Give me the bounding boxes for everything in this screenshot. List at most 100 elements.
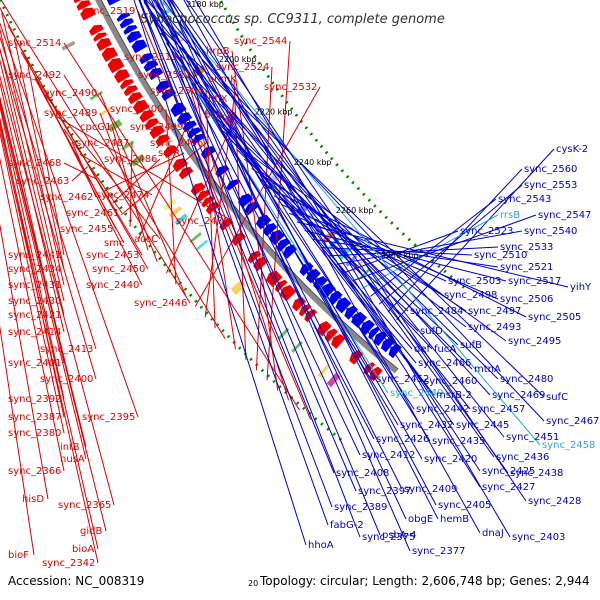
leader-line-left bbox=[56, 116, 233, 222]
leader-line-right bbox=[144, 0, 375, 440]
gene-arrow bbox=[119, 18, 134, 29]
scale-label: 2180 kbp bbox=[186, 0, 224, 9]
leader-line-left bbox=[27, 65, 65, 256]
leader-line-left bbox=[0, 104, 65, 400]
gene-label-left: sync_2462 bbox=[40, 192, 93, 203]
gene-label-left: hisD bbox=[22, 494, 44, 505]
leader-line-left bbox=[137, 10, 312, 420]
gene-arrow bbox=[116, 12, 131, 22]
gene-arrow bbox=[73, 0, 82, 4]
feature-block bbox=[359, 267, 371, 280]
feature-block bbox=[277, 327, 290, 340]
gene-arrow bbox=[373, 331, 388, 346]
leader-line-right bbox=[145, 0, 545, 422]
clipped-scale-label: 20 bbox=[248, 579, 258, 588]
leader-line-left bbox=[0, 47, 65, 316]
gene-label-left: infB bbox=[60, 442, 80, 453]
leader-line-left bbox=[63, 74, 226, 340]
leader-line-right bbox=[143, 2, 471, 410]
gene-label-right: cysK-2 bbox=[556, 144, 588, 155]
gene-arrow bbox=[170, 102, 187, 118]
gene-label-left: sync_2446 bbox=[134, 298, 187, 309]
gene-label-right: fabG-2 bbox=[330, 520, 364, 531]
feature-block bbox=[61, 40, 76, 51]
leader-line-left bbox=[79, 153, 153, 196]
leader-line-left bbox=[103, 152, 185, 192]
leader-line-right bbox=[171, 52, 389, 394]
gene-label-right: sync_2436 bbox=[496, 452, 549, 463]
gene-label-right: sync_2505 bbox=[528, 312, 581, 323]
gene-label-right: sync_2412 bbox=[362, 450, 415, 461]
gene-label-left: sync_2486 bbox=[104, 154, 157, 165]
leader-line-left bbox=[266, 40, 291, 381]
genome-rings bbox=[0, 0, 466, 442]
gene-label-right: sync_2460 bbox=[424, 376, 477, 387]
feature-block bbox=[162, 198, 177, 211]
feature-block bbox=[317, 364, 330, 378]
leader-line-left bbox=[0, 74, 115, 506]
gene-label-left: sync_2499 bbox=[130, 122, 183, 133]
genome-backbone-edge bbox=[100, 0, 399, 370]
feature-block bbox=[205, 86, 219, 97]
gene-label-left: sync_2532 bbox=[264, 82, 317, 93]
map-title: Synechococcus sp. CC9311, complete genom… bbox=[140, 12, 445, 27]
genome-backbone bbox=[95, 0, 398, 374]
leader-line-right bbox=[148, 12, 415, 410]
gene-label-right: dnaJ bbox=[482, 528, 504, 539]
gene-arrow bbox=[123, 85, 138, 97]
gene-label-left: sync_2440 bbox=[86, 280, 139, 291]
gene-label-left: sync_2514 bbox=[8, 38, 61, 49]
scale-label: 2200 kbp bbox=[219, 55, 257, 64]
leader-line-left bbox=[0, 95, 87, 448]
gene-label-right: sync_2553 bbox=[524, 180, 577, 191]
gene-arrow bbox=[178, 166, 194, 180]
gene-arrow bbox=[328, 290, 343, 306]
leader-line-right bbox=[194, 0, 511, 538]
gene-label-right: sync_2495 bbox=[508, 336, 561, 347]
leader-line-right bbox=[139, 0, 329, 526]
gene-label-left: sync_2365 bbox=[58, 500, 111, 511]
leader-line-left bbox=[0, 125, 99, 564]
gene-label-right: sync_2521 bbox=[500, 262, 553, 273]
scale-label: 2220 kbp bbox=[255, 108, 293, 117]
gene-label-left: bcp-2 bbox=[204, 110, 232, 121]
gene-arrow bbox=[298, 303, 312, 317]
gene-label-right: sync_2403 bbox=[512, 532, 565, 543]
gene-arrow bbox=[155, 134, 171, 147]
gene-label-left: sync_2387 bbox=[8, 412, 61, 423]
leader-line-right bbox=[185, 0, 527, 502]
gene-label-right: hhoA bbox=[308, 540, 334, 551]
gene-label-left: sync_2431 bbox=[8, 280, 61, 291]
gene-arrow bbox=[144, 118, 160, 130]
gene-label-right: yihY bbox=[570, 282, 592, 293]
gene-label-left: sync_2479 bbox=[176, 216, 229, 227]
gene-label-right: sync_2420 bbox=[424, 454, 477, 465]
leader-line-left bbox=[41, 90, 161, 240]
leader-line-right bbox=[183, 0, 481, 534]
gene-arrow bbox=[120, 79, 134, 90]
leader-line-left bbox=[0, 6, 143, 286]
gene-arrow bbox=[114, 69, 131, 84]
leader-line-left bbox=[194, 86, 321, 307]
gene-label-right: sync_2442 bbox=[416, 404, 469, 415]
gene-label-right: sufC bbox=[546, 392, 568, 403]
gene-label-left: gidB bbox=[80, 526, 102, 537]
gene-label-right: sync_2498 bbox=[444, 290, 497, 301]
gene-arrow bbox=[139, 52, 154, 65]
leader-line-left bbox=[0, 223, 49, 500]
leader-line-left bbox=[7, 25, 149, 270]
leader-line-left bbox=[129, 142, 133, 227]
gene-label-right: sync_2375 bbox=[362, 532, 415, 543]
gene-label-left: sync_2492 bbox=[8, 70, 61, 81]
gene-label-left: sync_2544 bbox=[234, 36, 287, 47]
gene-arrow bbox=[226, 179, 240, 191]
feature-block bbox=[230, 279, 247, 295]
gene-label-right: sync_2426 bbox=[376, 434, 429, 445]
leader-line-right bbox=[171, 0, 509, 474]
gene-arrow bbox=[279, 284, 297, 302]
leader-line-right bbox=[304, 230, 507, 282]
gene-label-right: mtnA bbox=[474, 364, 501, 375]
gene-label-right: sync_2452 bbox=[376, 374, 429, 385]
feature-block bbox=[195, 239, 208, 251]
gene-label-right: sync_2467 bbox=[546, 416, 599, 427]
